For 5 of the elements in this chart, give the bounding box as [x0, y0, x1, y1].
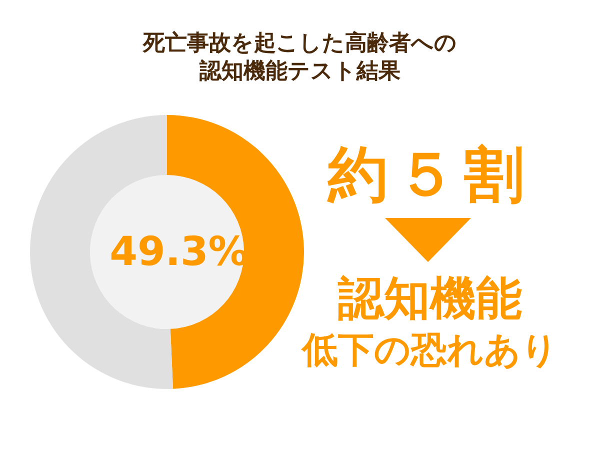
data-label: 49.3%	[108, 228, 250, 277]
text: 約５割	[326, 139, 533, 212]
text: 認知機能	[336, 270, 523, 327]
chart-title: 死亡事故を起こした高齢者への認知機能テスト結果	[142, 30, 458, 86]
text: 低下の恐れあり	[300, 329, 559, 373]
